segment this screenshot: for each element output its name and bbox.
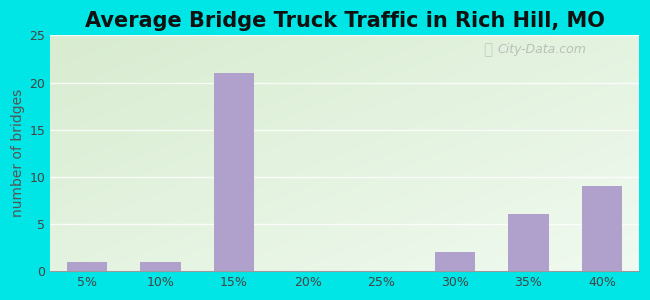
Y-axis label: number of bridges: number of bridges bbox=[11, 89, 25, 218]
Bar bbox=[435, 252, 475, 271]
Bar bbox=[214, 73, 254, 271]
Text: City-Data.com: City-Data.com bbox=[497, 43, 586, 56]
Bar bbox=[508, 214, 549, 271]
Title: Average Bridge Truck Traffic in Rich Hill, MO: Average Bridge Truck Traffic in Rich Hil… bbox=[84, 11, 604, 31]
Bar bbox=[140, 262, 181, 271]
Text: ⦾: ⦾ bbox=[483, 43, 492, 58]
Bar bbox=[66, 262, 107, 271]
Bar bbox=[582, 186, 622, 271]
